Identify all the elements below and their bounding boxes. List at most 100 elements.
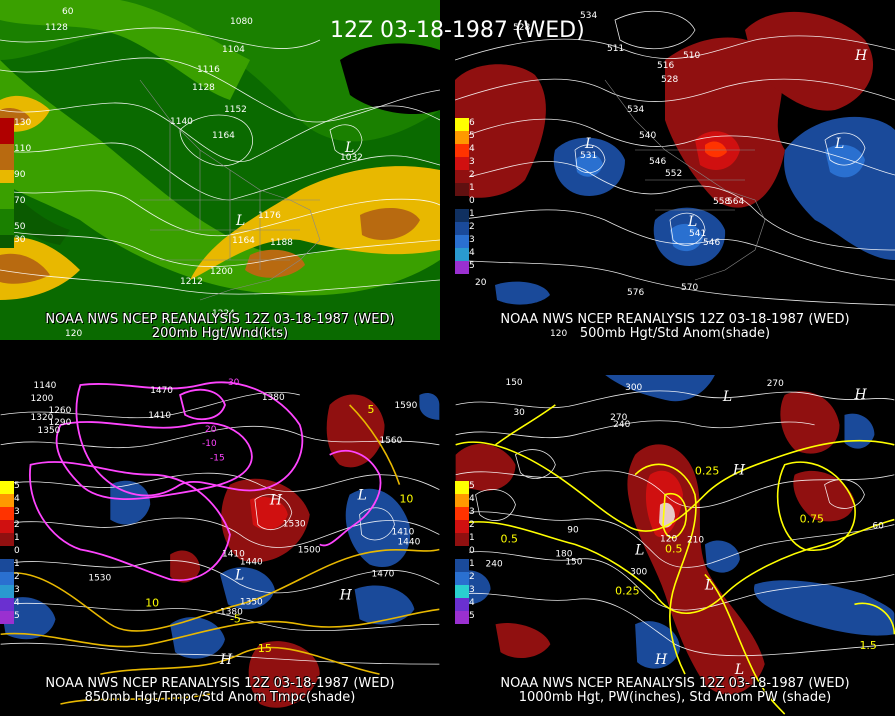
contour-label: 564 — [727, 197, 744, 207]
map-500mb: 534 528 510 516 528 534 540 546 552 558 … — [455, 0, 895, 340]
isotherm-label: 10 — [145, 596, 159, 609]
isotherm-label: 30 — [228, 378, 240, 388]
low-marker: L — [357, 488, 367, 504]
legend-label: 1 — [14, 533, 20, 543]
contour-label: 511 — [607, 44, 624, 54]
contour-label: 1140 — [34, 381, 57, 391]
high-marker: H — [654, 652, 668, 668]
contour-label: 516 — [657, 61, 674, 71]
panel-caption: NOAA NWS NCEP REANALYSIS 12Z 03-18-1987 … — [45, 312, 395, 327]
contour-label: 1500 — [298, 545, 321, 555]
wind-legend: 130 110 90 70 50 30 — [0, 118, 31, 248]
contour-label: 1164 — [212, 131, 235, 141]
page-title: 12Z 03-18-1987 (WED) — [330, 18, 585, 43]
pw-label: 0.25 — [695, 465, 719, 478]
legend-label: 1 — [469, 559, 475, 569]
panel-subcaption: 1000mb Hgt, PW(inches), Std Anom PW (sha… — [518, 690, 832, 705]
low-marker: L — [687, 214, 697, 230]
legend-label: 5 — [469, 261, 475, 271]
legend-label: 30 — [14, 235, 26, 245]
low-marker: L — [584, 136, 594, 152]
contour-label: 120 — [660, 535, 677, 545]
contour-label: 1590 — [394, 401, 417, 411]
contour-label: 534 — [627, 105, 644, 115]
contour-label: 1188 — [270, 238, 293, 248]
legend-label: 5 — [469, 481, 475, 491]
pw-label: 0.5 — [665, 542, 682, 555]
pw-anomaly-legend: 5 4 3 2 1 0 1 2 3 4 5 — [455, 481, 475, 624]
contour-label: 1116 — [197, 65, 220, 75]
grid-label: 20 — [475, 278, 487, 288]
contour-label: 1200 — [210, 267, 233, 277]
isotherm-label: 15 — [258, 642, 272, 655]
contour-label: 534 — [580, 11, 597, 21]
contour-label: 1032 — [340, 153, 363, 163]
contour-label: 240 — [613, 420, 630, 430]
low-marker: L — [722, 389, 732, 405]
contour-label: 150 — [565, 557, 582, 567]
legend-label: 3 — [469, 235, 475, 245]
contour-label: 1104 — [222, 45, 245, 55]
legend-label: 1 — [14, 559, 20, 569]
contour-label: 240 — [486, 559, 503, 569]
anomaly-legend: 5 4 3 2 1 0 1 2 3 4 5 — [0, 481, 20, 624]
legend-label: 5 — [14, 611, 20, 621]
contour-label: 270 — [767, 379, 784, 389]
contour-label: 531 — [580, 151, 597, 161]
legend-label: 4 — [469, 248, 475, 258]
contour-label: 540 — [639, 131, 656, 141]
low-marker: L — [344, 140, 354, 156]
map-200mb: 1128 1104 1116 1128 1140 1152 1164 1176 … — [0, 0, 440, 340]
contour-label: 210 — [687, 536, 704, 546]
legend-label: 0 — [469, 546, 475, 556]
contour-label: 1152 — [224, 105, 247, 115]
isotherm-label: -15 — [210, 454, 225, 464]
panel-1000mb: 150 300 270 240 210 180 150 120 90 60 30… — [455, 375, 895, 716]
contour-label: 1410 — [391, 528, 414, 538]
panel-caption: NOAA NWS NCEP REANALYSIS 12Z 03-18-1987 … — [45, 676, 395, 691]
grid-label: 60 — [62, 7, 74, 17]
contour-label: 546 — [649, 157, 666, 167]
contour-label: 1080 — [230, 17, 253, 27]
legend-label: 3 — [469, 157, 475, 167]
low-marker: L — [834, 136, 844, 152]
panel-caption: NOAA NWS NCEP REANALYSIS 12Z 03-18-1987 … — [500, 312, 850, 327]
contour-label: 150 — [505, 378, 522, 388]
contour-label: 546 — [703, 238, 720, 248]
contour-label: 528 — [661, 75, 678, 85]
panel-850mb: 1140 1200 1260 1290 1320 1350 1410 1470 … — [0, 375, 440, 716]
contour-label: 1200 — [31, 394, 54, 404]
legend-label: 5 — [14, 481, 20, 491]
high-marker: H — [732, 463, 746, 479]
contour-label: 30 — [513, 408, 525, 418]
legend-label: 70 — [14, 196, 26, 206]
contour-label: 1224 — [212, 309, 235, 319]
legend-label: 4 — [469, 144, 475, 154]
legend-label: 6 — [469, 118, 475, 128]
low-marker: L — [634, 542, 644, 558]
contour-label: 528 — [513, 23, 530, 33]
legend-label: 4 — [469, 494, 475, 504]
legend-label: 3 — [469, 507, 475, 517]
contour-label: 1164 — [232, 236, 255, 246]
legend-label: 2 — [469, 520, 475, 530]
legend-label: 130 — [14, 118, 32, 128]
contour-label: 300 — [625, 383, 642, 393]
contour-label: 552 — [665, 169, 682, 179]
low-marker: L — [734, 662, 744, 678]
contour-label: 1380 — [220, 607, 243, 617]
contour-label: 1128 — [192, 83, 215, 93]
legend-label: 0 — [469, 196, 475, 206]
high-marker: H — [854, 48, 868, 64]
isotherm-label: -10 — [202, 439, 217, 449]
isotherm-label: -5 — [230, 612, 241, 625]
isotherm-label: 5 — [368, 403, 375, 416]
isotherm-label: 20 — [205, 425, 217, 435]
pw-label: 0.5 — [501, 533, 518, 546]
legend-label: 4 — [469, 598, 475, 608]
panel-500mb: 534 528 510 516 528 534 540 546 552 558 … — [455, 0, 895, 340]
contour-label: 1140 — [170, 117, 193, 127]
legend-label: 2 — [469, 572, 475, 582]
high-marker: H — [339, 587, 353, 603]
contour-label: 570 — [681, 283, 698, 293]
